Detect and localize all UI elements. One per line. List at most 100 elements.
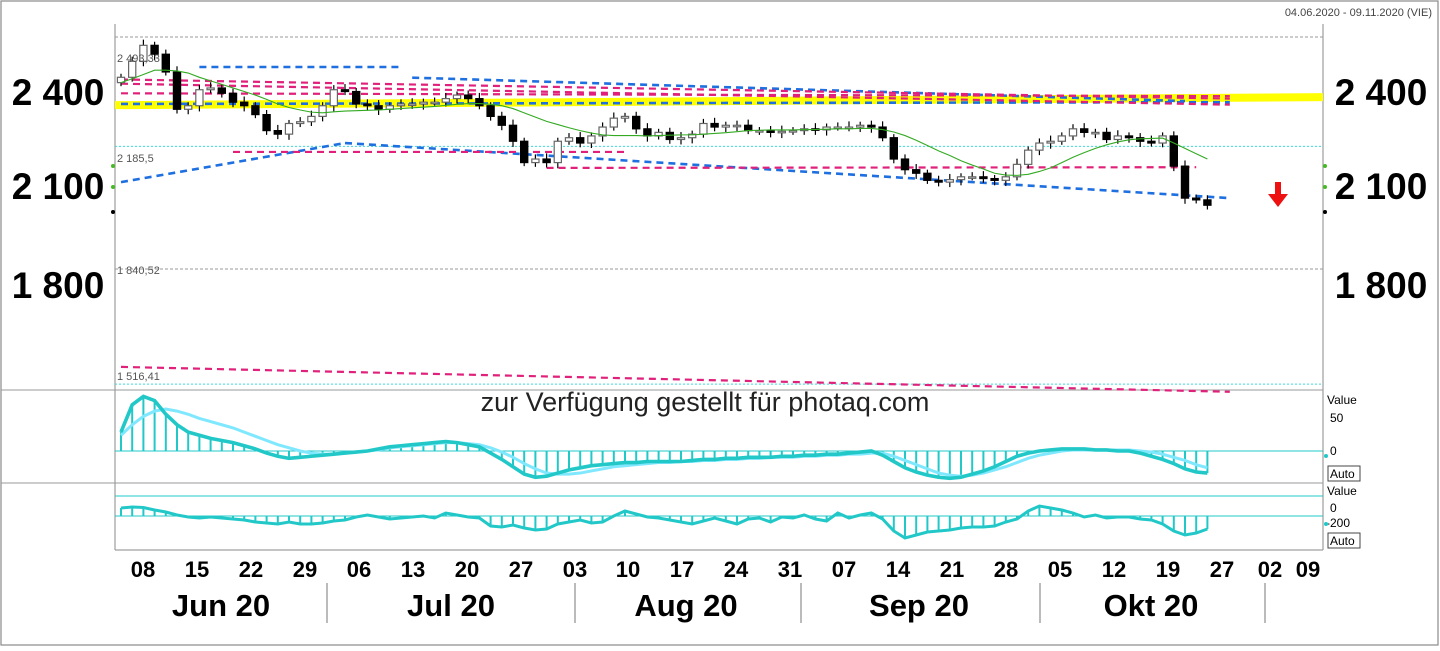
reference-lines (115, 36, 1323, 385)
x-tick-label: 08 (131, 557, 155, 582)
axis-marker (111, 185, 115, 189)
candle (352, 87, 361, 109)
candle (878, 121, 887, 142)
candle (788, 127, 798, 135)
candle (766, 125, 775, 138)
candle (1102, 127, 1111, 144)
candle (1046, 135, 1055, 149)
candle (172, 66, 182, 114)
candle (945, 173, 955, 188)
x-tick-label: 22 (239, 557, 263, 582)
candle (296, 117, 305, 128)
x-tick-label: 07 (832, 557, 856, 582)
date-range-label: 04.06.2020 - 09.11.2020 (VIE) (1285, 7, 1432, 19)
candle (609, 112, 619, 131)
x-tick-label: 06 (347, 557, 371, 582)
month-label: Jun 20 (172, 588, 270, 623)
x-tick-label: 10 (616, 557, 640, 582)
x-tick-label: 17 (670, 557, 694, 582)
axis-marker (1323, 164, 1327, 168)
momentum-line (120, 504, 1208, 540)
x-tick-label: 31 (778, 557, 802, 582)
x-tick-label: 21 (940, 557, 964, 582)
candle (1079, 123, 1089, 138)
month-label: Okt 20 (1104, 588, 1199, 623)
axis-marker (1324, 522, 1328, 526)
momentum-value-label: Value (1327, 484, 1357, 498)
candle (486, 102, 495, 121)
macd-zero-label: 0 (1330, 444, 1337, 458)
month-label: Sep 20 (869, 588, 969, 623)
candle (464, 90, 473, 105)
candle (732, 120, 742, 131)
candle (206, 82, 215, 94)
candle (441, 92, 451, 107)
trend-line-blue (412, 76, 1186, 103)
candle (139, 39, 148, 67)
candle (531, 154, 540, 167)
candle (900, 154, 910, 175)
candle (553, 137, 563, 169)
month-axis: Jun 20 Jul 20 Aug 20 Sep 20 Okt 20 (172, 583, 1266, 623)
trend-line-magenta (120, 365, 1230, 393)
x-tick-label: 20 (455, 557, 479, 582)
candlestick-series (116, 39, 1212, 210)
candle (452, 91, 462, 104)
candle (240, 96, 249, 112)
candle (676, 132, 686, 145)
macd-lines (119, 394, 1208, 481)
candle (262, 109, 271, 135)
x-tick-label: 03 (563, 557, 587, 582)
down-arrow-icon (1268, 182, 1288, 207)
candle (150, 41, 159, 60)
x-tick-label: 12 (1102, 557, 1126, 582)
candle (967, 172, 977, 181)
candle (1057, 132, 1066, 145)
arrow-head (1268, 194, 1288, 207)
y-label-left-2400: 2 400 (12, 72, 105, 113)
axis-marker (111, 210, 115, 214)
candle (1124, 132, 1134, 143)
candle (1012, 158, 1022, 181)
candle (419, 98, 428, 110)
ref-label-2493: 2 493,33 (117, 53, 160, 65)
candle (620, 112, 630, 123)
trend-line-blue (120, 141, 346, 184)
candle (519, 137, 529, 167)
candle (251, 102, 260, 119)
y-label-right-1800: 1 800 (1335, 265, 1428, 306)
candle (1203, 195, 1212, 210)
candle (1068, 124, 1078, 141)
candle (1147, 135, 1156, 147)
candle (329, 85, 339, 112)
month-label: Aug 20 (634, 588, 737, 623)
x-tick-label: 24 (724, 557, 749, 582)
macd-panel: Value 50 0 Auto (115, 393, 1361, 482)
candle (430, 97, 439, 106)
ref-label-1516: 1 516,41 (117, 371, 160, 383)
candle (721, 121, 731, 133)
momentum-polyline (120, 504, 1208, 540)
trend-line-blue (344, 141, 1230, 200)
candle (1023, 146, 1033, 169)
candle (923, 169, 932, 184)
axis-markers (111, 164, 1328, 526)
candle (508, 119, 518, 147)
candle (564, 133, 574, 145)
candle (228, 88, 238, 108)
x-axis: 08 15 22 29 06 13 20 27 03 10 17 24 31 07 14 21 28 05 12 19… (131, 557, 1320, 582)
x-tick-label: 19 (1156, 557, 1180, 582)
x-tick-label: 14 (886, 557, 911, 582)
momentum-auto-button[interactable] (1327, 532, 1361, 549)
x-tick-label: 27 (509, 557, 533, 582)
candle (284, 119, 294, 140)
watermark: zur Verfügung gestellt für photaq.com (481, 387, 930, 417)
price-plot (1, 24, 1324, 551)
trend-lines (120, 65, 1230, 393)
ref-label-2185: 2 185,5 (117, 153, 154, 165)
candle (587, 132, 596, 149)
candle (128, 56, 137, 82)
candle (217, 84, 226, 98)
macd-auto-button[interactable] (1327, 465, 1361, 482)
candle (777, 125, 787, 139)
